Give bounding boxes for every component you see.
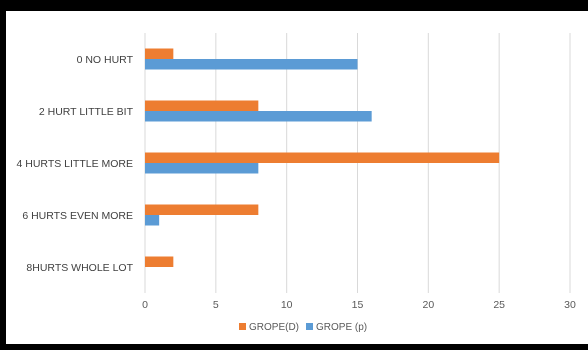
category-label: 4 HURTS LITTLE MORE bbox=[17, 158, 134, 170]
category-label: 0 NO HURT bbox=[77, 54, 134, 66]
bar-grope-d bbox=[145, 256, 174, 267]
legend-swatch bbox=[306, 323, 313, 330]
x-tick-label: 30 bbox=[564, 299, 576, 311]
x-tick-label: 5 bbox=[213, 299, 219, 311]
bar-grope-d bbox=[145, 204, 259, 215]
legend-label: GROPE (p) bbox=[316, 322, 367, 333]
bar-grope-p bbox=[145, 215, 160, 226]
x-tick-labels: 0 5 10 15 20 25 30 bbox=[142, 299, 576, 311]
legend: GROPE(D) GROPE (p) bbox=[239, 322, 367, 333]
category-labels: 0 NO HURT 2 HURT LITTLE BIT 4 HURTS LITTLE… bbox=[17, 54, 134, 274]
x-tick-label: 25 bbox=[493, 299, 505, 311]
category-label: 6 HURTS EVEN MORE bbox=[22, 210, 133, 222]
legend-label: GROPE(D) bbox=[249, 322, 299, 333]
bar-grope-p bbox=[145, 111, 372, 122]
bar-grope-d bbox=[145, 48, 174, 59]
bar-grope-d bbox=[145, 100, 259, 111]
bar-grope-p bbox=[145, 59, 358, 70]
legend-swatch bbox=[239, 323, 246, 330]
bar-grope-p bbox=[145, 163, 259, 174]
x-tick-label: 10 bbox=[281, 299, 293, 311]
category-label: 2 HURT LITTLE BIT bbox=[39, 106, 134, 118]
bars bbox=[145, 48, 500, 267]
chart-panel: 0 NO HURT 2 HURT LITTLE BIT 4 HURTS LITTLE… bbox=[6, 11, 588, 344]
x-tick-label: 15 bbox=[352, 299, 364, 311]
x-tick-label: 0 bbox=[142, 299, 148, 311]
category-label: 8HURTS WHOLE LOT bbox=[26, 262, 133, 274]
x-tick-label: 20 bbox=[422, 299, 434, 311]
bar-chart: 0 NO HURT 2 HURT LITTLE BIT 4 HURTS LITTLE… bbox=[17, 33, 576, 333]
bar-grope-d bbox=[145, 152, 500, 163]
